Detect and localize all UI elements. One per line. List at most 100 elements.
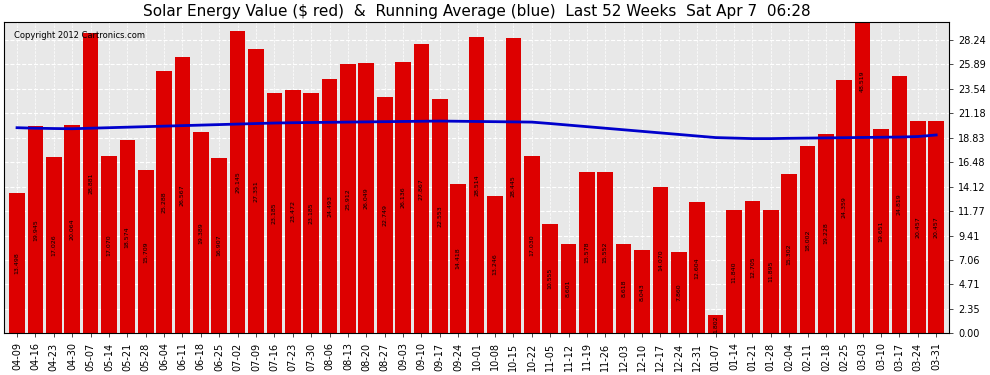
Bar (873, 129, 889, 333)
Text: 19.389: 19.389 (198, 222, 203, 244)
Bar (120, 141, 136, 333)
Bar (763, 210, 778, 333)
Bar (9, 193, 25, 333)
Text: 19.228: 19.228 (824, 223, 829, 245)
Bar (598, 172, 613, 333)
Text: 24.359: 24.359 (842, 196, 846, 218)
Text: 11.840: 11.840 (732, 261, 737, 283)
Text: 26.136: 26.136 (401, 187, 406, 209)
Bar (469, 37, 484, 333)
Text: 11.895: 11.895 (768, 261, 773, 282)
Text: 8.601: 8.601 (566, 280, 571, 297)
Text: 7.860: 7.860 (676, 284, 681, 302)
Text: 15.709: 15.709 (144, 241, 148, 262)
Text: 20.457: 20.457 (916, 216, 921, 238)
Bar (929, 121, 944, 333)
Bar (28, 126, 44, 333)
Bar (156, 70, 172, 333)
Bar (524, 156, 540, 333)
Text: 23.472: 23.472 (290, 201, 295, 222)
Bar (892, 75, 907, 333)
Text: 13.246: 13.246 (492, 254, 498, 276)
Text: 1.802: 1.802 (713, 315, 718, 333)
Text: 8.043: 8.043 (640, 283, 644, 300)
Bar (101, 156, 117, 333)
Text: 26.567: 26.567 (180, 184, 185, 206)
Text: 17.026: 17.026 (51, 234, 56, 256)
Text: 23.185: 23.185 (309, 202, 314, 224)
Text: 15.552: 15.552 (603, 242, 608, 263)
Text: 16.907: 16.907 (217, 235, 222, 256)
Text: 8.618: 8.618 (621, 280, 627, 297)
Text: 22.553: 22.553 (438, 206, 443, 227)
Text: 20.064: 20.064 (69, 218, 74, 240)
Text: 19.651: 19.651 (878, 220, 883, 242)
Text: 15.302: 15.302 (787, 243, 792, 265)
Bar (487, 196, 503, 333)
Bar (854, 0, 870, 333)
Text: 10.555: 10.555 (547, 268, 552, 289)
Bar (543, 224, 558, 333)
Text: 14.418: 14.418 (455, 248, 460, 269)
Text: 17.070: 17.070 (107, 234, 112, 255)
Bar (616, 244, 632, 333)
Bar (560, 244, 576, 333)
Text: 27.867: 27.867 (419, 178, 424, 200)
Bar (671, 252, 687, 333)
Bar (726, 210, 742, 333)
Text: 15.578: 15.578 (584, 242, 589, 263)
Text: 18.574: 18.574 (125, 226, 130, 248)
Bar (689, 202, 705, 333)
Text: Copyright 2012 Cartronics.com: Copyright 2012 Cartronics.com (14, 31, 145, 40)
Text: 28.445: 28.445 (511, 175, 516, 196)
Text: 20.457: 20.457 (934, 216, 939, 238)
Bar (635, 250, 649, 333)
Bar (818, 134, 834, 333)
Text: 12.604: 12.604 (695, 257, 700, 279)
Bar (230, 31, 246, 333)
Bar (248, 49, 263, 333)
Text: 29.145: 29.145 (236, 171, 241, 193)
Bar (266, 93, 282, 333)
Text: 48.519: 48.519 (860, 70, 865, 92)
Text: 24.493: 24.493 (327, 195, 332, 217)
Bar (138, 170, 153, 333)
Text: 18.002: 18.002 (805, 229, 810, 251)
Text: 25.912: 25.912 (346, 188, 350, 210)
Title: Solar Energy Value ($ red)  &  Running Average (blue)  Last 52 Weeks  Sat Apr 7 : Solar Energy Value ($ red) & Running Ave… (143, 4, 811, 19)
Bar (303, 93, 319, 333)
Bar (837, 80, 852, 333)
Bar (506, 38, 521, 333)
Text: 24.819: 24.819 (897, 194, 902, 215)
Bar (652, 187, 668, 333)
Bar (432, 99, 447, 333)
Bar (800, 146, 816, 333)
Bar (395, 62, 411, 333)
Text: 27.351: 27.351 (253, 180, 258, 202)
Bar (744, 201, 760, 333)
Bar (46, 156, 61, 333)
Bar (708, 315, 724, 333)
Bar (193, 132, 209, 333)
Bar (64, 125, 80, 333)
Bar (83, 33, 98, 333)
Text: 17.030: 17.030 (530, 234, 535, 256)
Text: 23.185: 23.185 (272, 202, 277, 224)
Bar (910, 121, 926, 333)
Bar (285, 90, 301, 333)
Bar (341, 64, 355, 333)
Bar (781, 174, 797, 333)
Bar (358, 63, 374, 333)
Bar (212, 158, 227, 333)
Bar (377, 97, 392, 333)
Text: 12.705: 12.705 (749, 256, 754, 278)
Text: 25.288: 25.288 (161, 191, 166, 213)
Bar (322, 79, 338, 333)
Text: 14.070: 14.070 (658, 249, 663, 271)
Text: 28.514: 28.514 (474, 174, 479, 196)
Text: 22.749: 22.749 (382, 204, 387, 226)
Text: 28.881: 28.881 (88, 172, 93, 194)
Text: 13.498: 13.498 (15, 252, 20, 274)
Text: 19.945: 19.945 (33, 219, 38, 241)
Bar (450, 184, 466, 333)
